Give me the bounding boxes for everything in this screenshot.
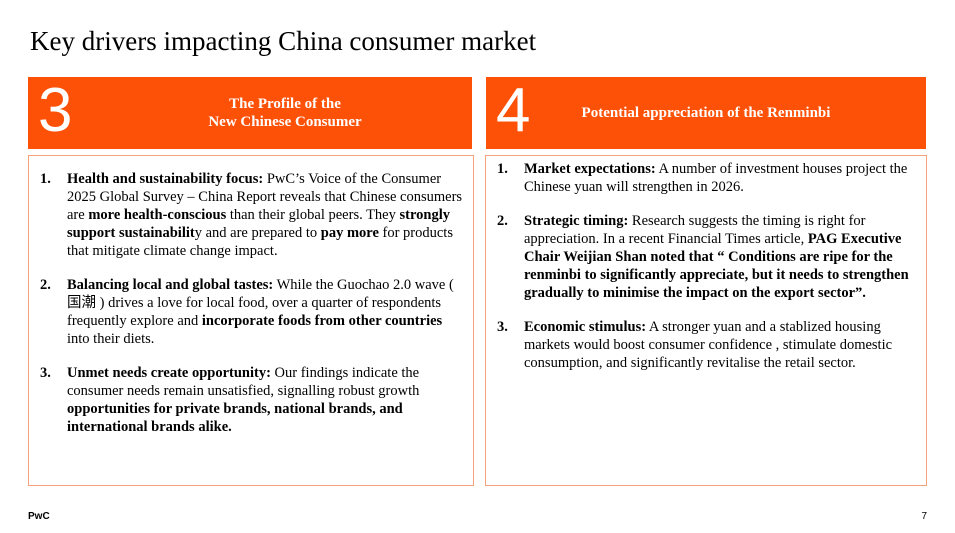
list-item: 1. Health and sustainability focus: PwC’s… — [40, 170, 465, 260]
list-item: 1. Market expectations: A number of inves… — [497, 160, 920, 196]
text-run: strongly support sustainabilit — [67, 207, 450, 241]
list-item: 3. Unmet needs create opportunity: Our fi… — [40, 364, 465, 436]
panel-number: 3 — [38, 76, 73, 145]
text-run: Health and sustainability focus: — [67, 171, 264, 187]
text-run: into their diets. — [67, 331, 155, 347]
panel-heading: Potential appreciation of the Renminbi — [556, 104, 856, 122]
item-marker: 1. — [497, 161, 508, 177]
item-marker: 3. — [40, 365, 51, 381]
text-run: PAG Executive Chair Weijian Shan noted t… — [524, 231, 909, 301]
text-run: incorporate foods from other countries — [201, 313, 443, 329]
item-text: Economic stimulus: A stronger yuan and a… — [524, 318, 920, 372]
text-run: While the Guochao 2.0 wave ( 国潮 ) drives… — [67, 277, 454, 329]
panel-heading: The Profile of the New Chinese Consumer — [98, 95, 472, 131]
text-run: Economic stimulus: — [524, 319, 647, 335]
text-run: pay more — [320, 225, 379, 241]
text-run: more health-conscious — [88, 207, 227, 223]
panel-body: 1. Market expectations: A number of inves… — [485, 155, 927, 486]
slide-title: Key drivers impacting China consumer mar… — [30, 26, 537, 56]
panel-body: 1. Health and sustainability focus: PwC’s… — [28, 155, 474, 486]
panel-header: 3 The Profile of the New Chinese Consumer — [28, 76, 472, 149]
text-run: y and are prepared to — [194, 225, 321, 241]
text-run: Balancing local and global tastes: — [67, 277, 274, 293]
text-run: Strategic timing: — [524, 213, 629, 229]
text-run: A stronger yuan and a stablized housing … — [524, 319, 893, 371]
text-run: Market expectations: — [524, 161, 656, 177]
text-run: Our findings indicate the consumer needs… — [67, 365, 420, 399]
list-item: 2. Balancing local and global tastes: Whi… — [40, 276, 465, 348]
panel-number: 4 — [496, 76, 531, 145]
item-marker: 1. — [40, 171, 51, 187]
heading-line: New Chinese Consumer — [208, 114, 362, 130]
text-run: PwC’s Voice of the Consumer 2025 Global … — [67, 171, 463, 223]
text-run: A number of investment houses project th… — [524, 161, 908, 195]
page-number: 7 — [921, 511, 927, 522]
list-item: 3. Economic stimulus: A stronger yuan and… — [497, 318, 920, 372]
text-run: Unmet needs create opportunity: — [67, 365, 271, 381]
item-text: Market expectations: A number of investm… — [524, 160, 920, 196]
item-text: Unmet needs create opportunity: Our find… — [67, 364, 465, 436]
panel-header: 4 Potential appreciation of the Renminbi — [486, 76, 926, 149]
heading-line: Potential appreciation of the Renminbi — [581, 105, 831, 121]
item-text: Health and sustainability focus: PwC’s V… — [67, 170, 465, 260]
item-marker: 2. — [497, 213, 508, 229]
item-marker: 2. — [40, 277, 51, 293]
item-text: Strategic timing: Research suggests the … — [524, 212, 920, 302]
footer-brand: PwC — [28, 511, 50, 522]
text-run: Research suggests the timing is right fo… — [524, 213, 866, 247]
heading-line: The Profile of the — [229, 96, 341, 112]
list-item: 2. Strategic timing: Research suggests th… — [497, 212, 920, 302]
item-marker: 3. — [497, 319, 508, 335]
text-run: opportunities for private brands, nation… — [67, 401, 403, 435]
text-run: for products that mitigate climate chang… — [67, 225, 453, 259]
text-run: than their global peers. They — [226, 207, 400, 223]
item-text: Balancing local and global tastes: While… — [67, 276, 465, 348]
